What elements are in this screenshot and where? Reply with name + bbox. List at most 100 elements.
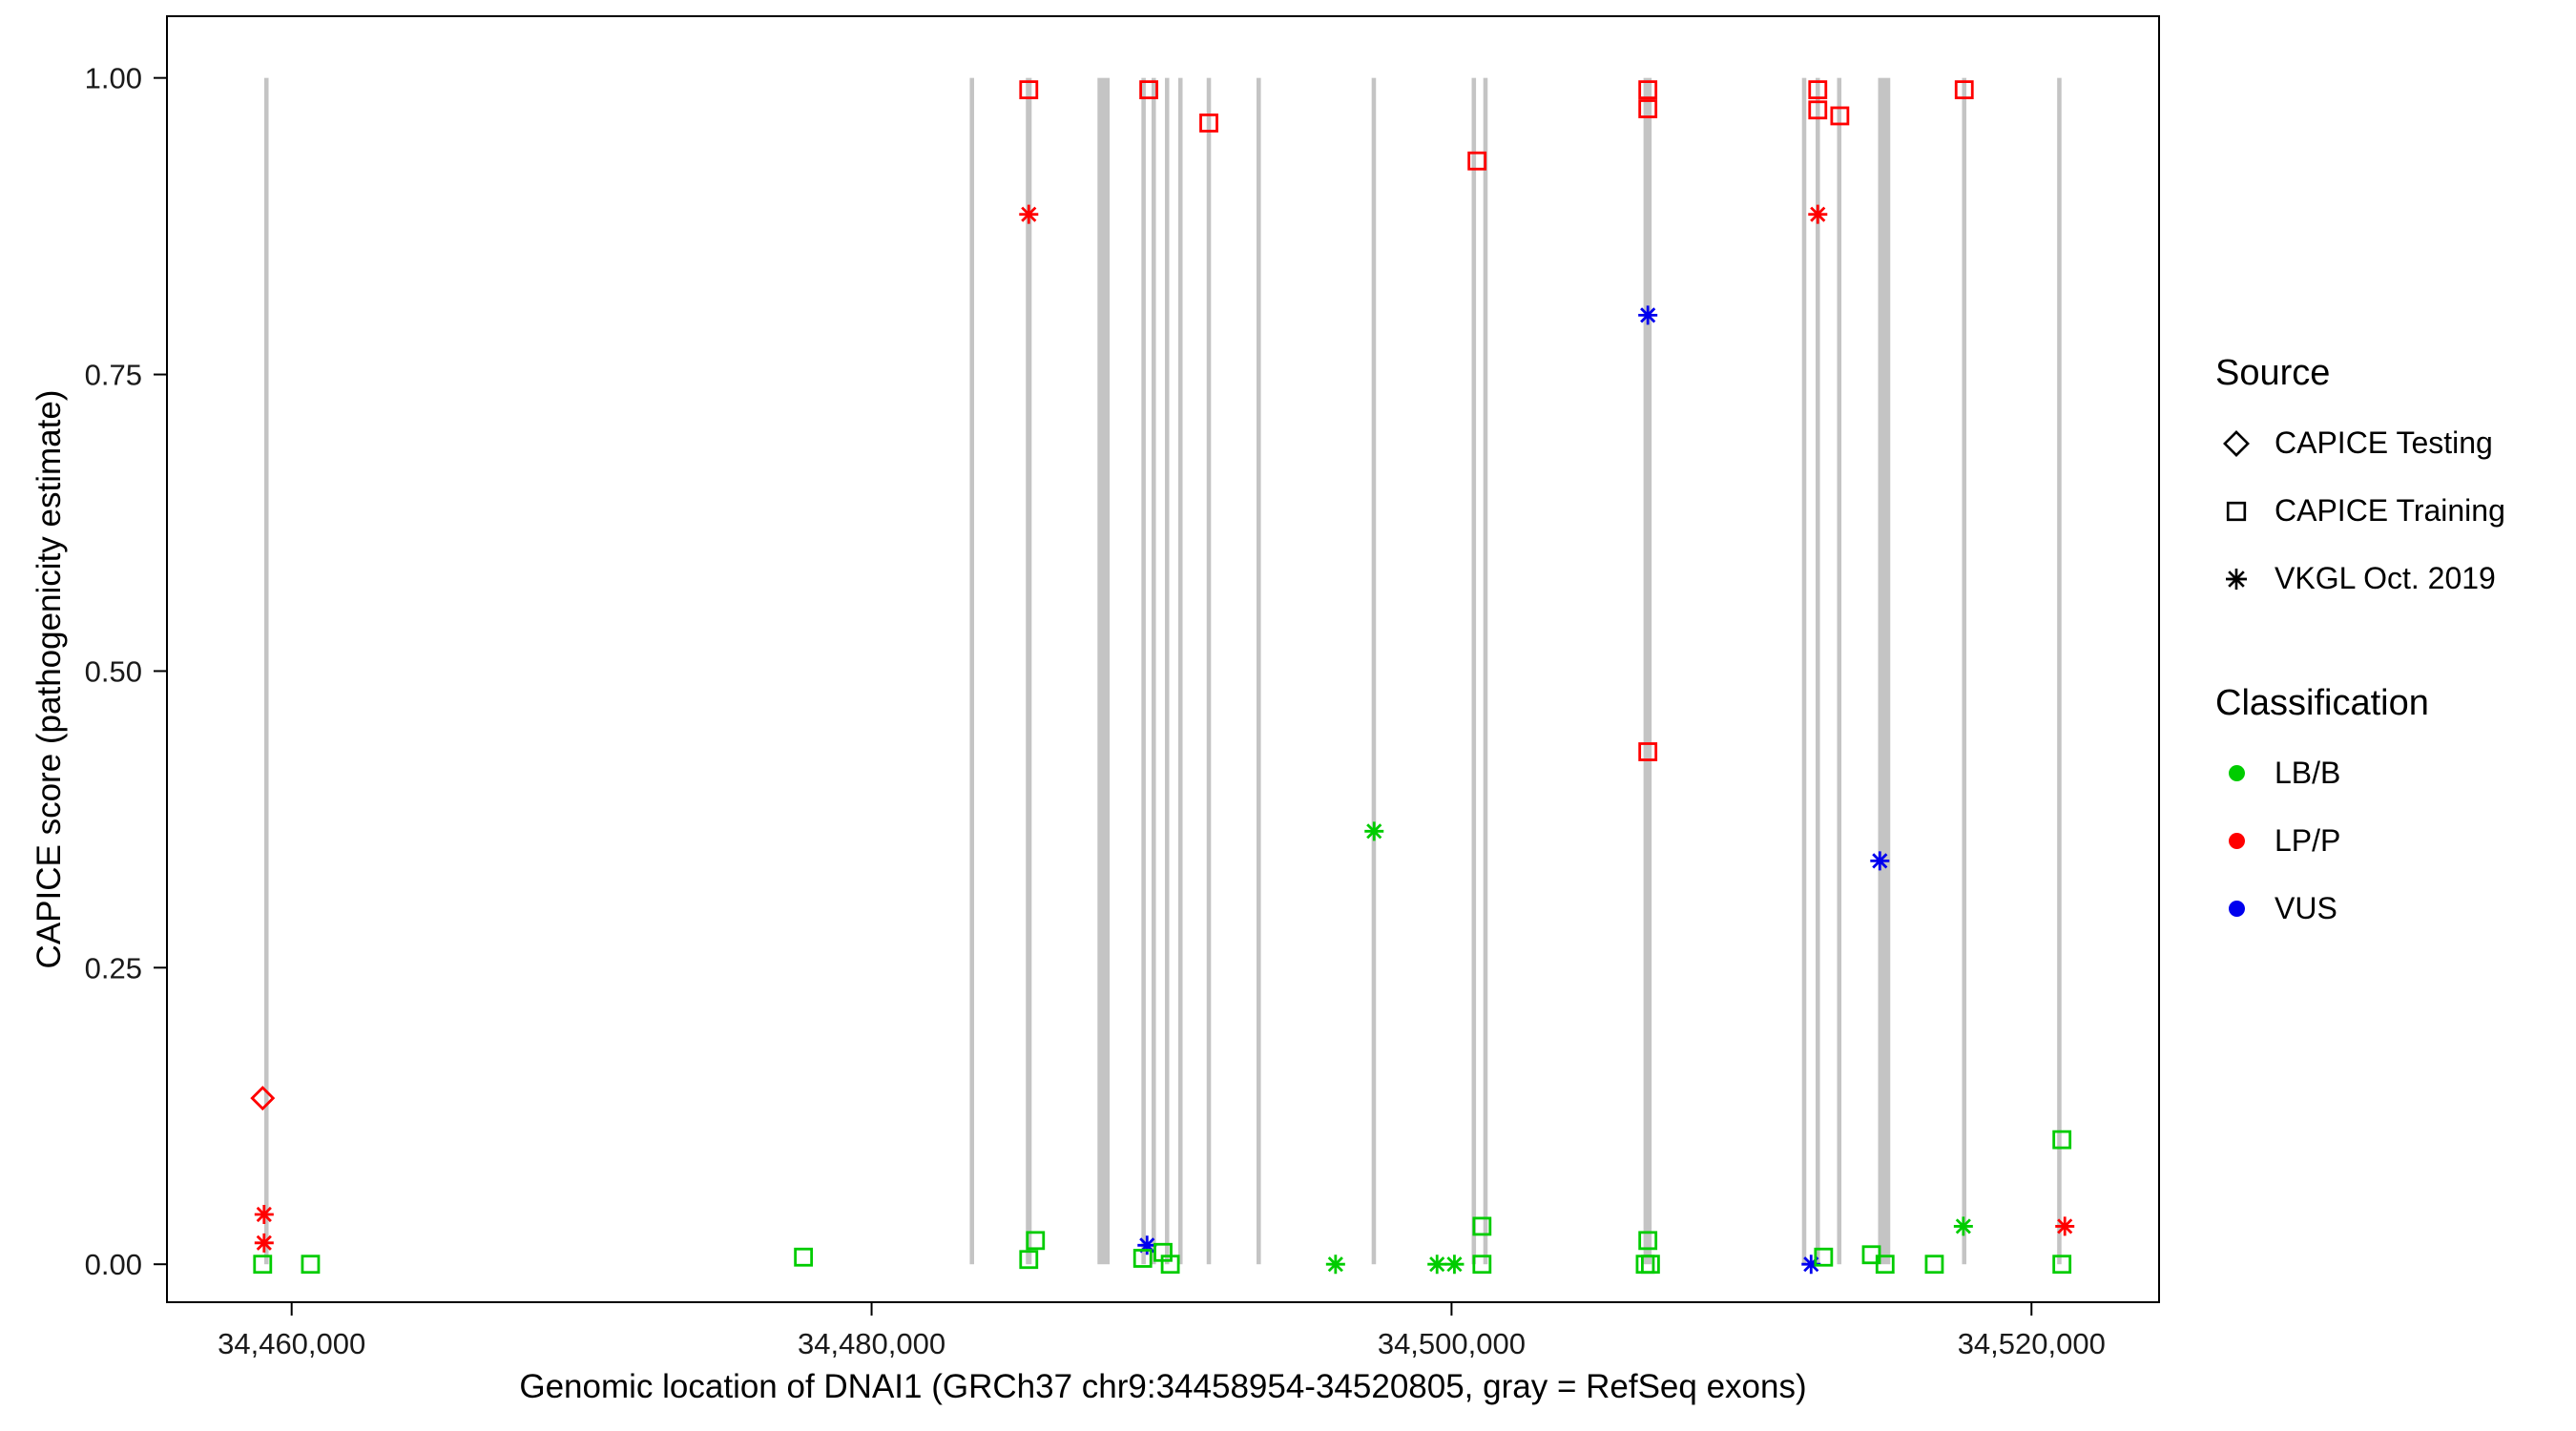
exon-bar: [2057, 77, 2062, 1265]
point-asterisk: [1137, 1235, 1157, 1255]
legend-item-label: LP/P: [2275, 823, 2341, 858]
exon-bar: [1643, 77, 1652, 1265]
point-asterisk: [1427, 1255, 1447, 1275]
exon-bar: [1801, 77, 1807, 1265]
exon-bar: [263, 77, 269, 1265]
point-square: [1814, 1247, 1834, 1267]
point-asterisk: [1444, 1255, 1465, 1275]
point-square: [1808, 100, 1828, 120]
point-square: [1638, 742, 1658, 761]
point-square: [1638, 99, 1658, 118]
point-asterisk: [1325, 1255, 1345, 1275]
point-asterisk: [1808, 204, 1828, 224]
exon-bar: [1141, 77, 1146, 1265]
point-square: [1472, 1255, 1492, 1275]
point-square: [1019, 1250, 1039, 1270]
source-legend-title: Source: [2215, 353, 2331, 393]
x-tick-label: 34,520,000: [1958, 1327, 2106, 1360]
point-asterisk: [254, 1233, 274, 1253]
legend-item-label: LB/B: [2275, 756, 2341, 790]
legend-item-vkgl: VKGL Oct. 2019: [2215, 545, 2505, 612]
classification-legend: Classification LB/B LP/P VUS: [2215, 683, 2505, 943]
exon-bar: [1483, 77, 1488, 1265]
exon-bar: [1097, 77, 1111, 1265]
point-square: [1132, 1249, 1153, 1268]
legend-item-label: VUS: [2275, 891, 2337, 925]
point-square: [1954, 80, 1974, 99]
point-square: [1139, 80, 1159, 99]
point-square: [1830, 106, 1850, 126]
legend-item-vus: VUS: [2215, 875, 2505, 943]
exon-bar: [1177, 77, 1183, 1265]
source-legend: Source CAPICE Testing CAPICE Training VK…: [2215, 353, 2505, 612]
point-square: [1467, 151, 1487, 171]
exon-bar: [1962, 77, 1967, 1265]
exon-bar: [1026, 77, 1032, 1265]
exon-bar: [1206, 77, 1212, 1265]
blue-dot-icon: [2215, 901, 2257, 917]
diamond-icon: [2215, 423, 2257, 465]
legend-item-label: CAPICE Testing: [2275, 425, 2493, 460]
x-tick-label: 34,500,000: [1378, 1327, 1526, 1360]
exon-bar: [1257, 77, 1261, 1265]
point-diamond: [250, 1086, 276, 1111]
exon-bar: [1837, 77, 1842, 1265]
point-square: [1808, 80, 1828, 99]
asterisk-icon: [2215, 558, 2257, 600]
point-asterisk: [1870, 851, 1890, 871]
legend-item-capice-training: CAPICE Training: [2215, 477, 2505, 545]
legend-item-label: VKGL Oct. 2019: [2275, 561, 2496, 595]
legend-panel: Source CAPICE Testing CAPICE Training VK…: [2215, 353, 2505, 943]
x-tick-label: 34,480,000: [798, 1327, 945, 1360]
exon-bar: [969, 77, 974, 1265]
y-tick-label: 0.00: [85, 1248, 142, 1281]
point-square: [253, 1255, 273, 1275]
legend-item-lbb: LB/B: [2215, 739, 2505, 807]
point-square: [1026, 1231, 1046, 1251]
point-asterisk: [1364, 821, 1384, 841]
exon-bar: [1371, 77, 1377, 1265]
y-tick-label: 1.00: [85, 62, 142, 95]
exon-bar: [1151, 77, 1156, 1265]
point-square: [2052, 1255, 2072, 1275]
y-tick-label: 0.75: [85, 359, 142, 392]
point-asterisk: [1638, 305, 1658, 325]
y-tick-label: 0.50: [85, 654, 142, 688]
point-square: [1472, 1216, 1492, 1236]
classification-legend-title: Classification: [2215, 683, 2429, 723]
point-square: [1638, 80, 1658, 99]
point-asterisk: [1953, 1216, 1973, 1236]
exon-bar: [1878, 77, 1891, 1265]
green-dot-icon: [2215, 765, 2257, 781]
legend-item-label: CAPICE Training: [2275, 493, 2505, 528]
point-square: [2052, 1130, 2072, 1150]
point-square: [1875, 1255, 1895, 1275]
point-square: [1019, 80, 1039, 99]
point-asterisk: [1801, 1255, 1821, 1275]
point-square: [1924, 1255, 1944, 1275]
point-square: [1160, 1255, 1180, 1275]
point-square: [1638, 1231, 1658, 1251]
point-asterisk: [1019, 204, 1039, 224]
exon-bar: [1471, 77, 1477, 1265]
legend-item-capice-testing: CAPICE Testing: [2215, 409, 2505, 477]
point-square: [1641, 1255, 1660, 1275]
legend-item-lpp: LP/P: [2215, 807, 2505, 875]
x-tick-label: 34,460,000: [218, 1327, 365, 1360]
x-axis-title: Genomic location of DNAI1 (GRCh37 chr9:3…: [519, 1368, 1807, 1405]
exon-bar: [1815, 77, 1820, 1265]
y-tick-label: 0.25: [85, 951, 142, 985]
exon-bar: [1164, 77, 1170, 1265]
red-dot-icon: [2215, 833, 2257, 849]
point-asterisk: [254, 1204, 274, 1224]
point-asterisk: [2055, 1216, 2075, 1236]
square-icon: [2215, 490, 2257, 532]
panel-border: [166, 15, 2160, 1303]
point-square: [794, 1247, 814, 1267]
point-square: [1861, 1245, 1881, 1265]
point-square: [301, 1255, 321, 1275]
point-square: [1199, 114, 1218, 133]
y-axis-title: CAPICE score (pathogenicity estimate): [31, 389, 68, 969]
